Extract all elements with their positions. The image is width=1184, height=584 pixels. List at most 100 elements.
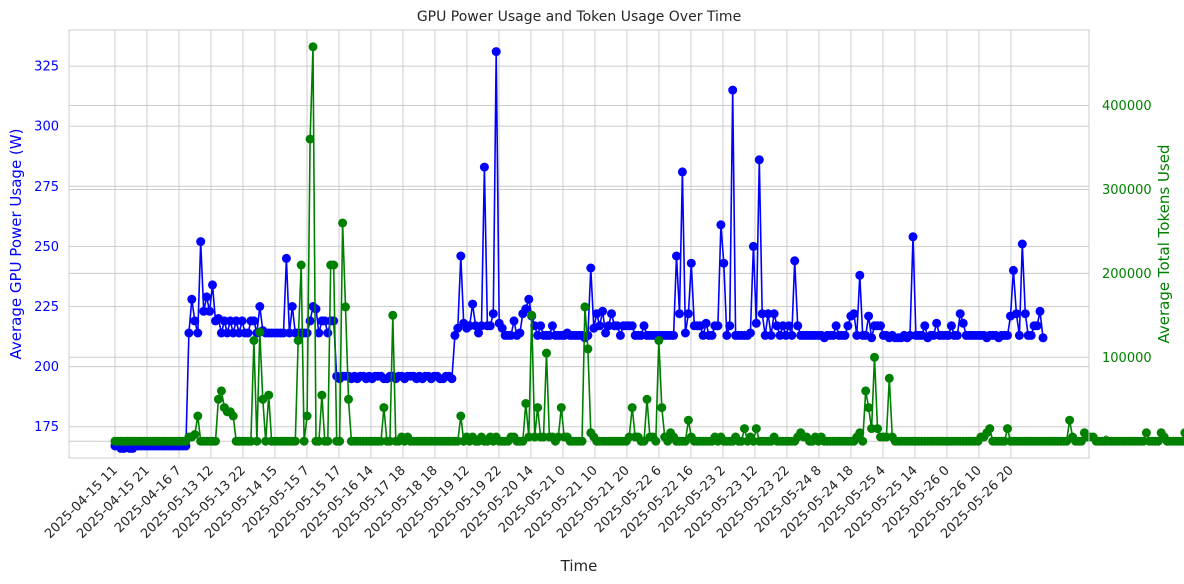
x-axis-label: Time (560, 557, 598, 575)
token-usage-point (341, 302, 350, 312)
token-usage-point (1180, 428, 1184, 438)
gpu-power-point (202, 292, 212, 302)
left-tick-label: 325 (34, 60, 59, 75)
gpu-power-point (864, 311, 874, 321)
gpu-power-point (598, 306, 608, 316)
token-usage-point (1003, 424, 1012, 434)
gpu-power-point (237, 316, 247, 326)
token-usage-point (683, 415, 693, 425)
token-usage-point (870, 352, 879, 362)
gpu-power-point (453, 323, 463, 333)
gpu-power-point (639, 321, 649, 331)
gpu-power-point (601, 328, 611, 338)
token-usage-point (533, 403, 543, 413)
gpu-power-point (607, 309, 616, 319)
gpu-power-point (1014, 330, 1024, 340)
token-usage-point (344, 394, 353, 404)
plot-frame (68, 29, 1090, 459)
token-usage-point (379, 403, 389, 413)
gpu-power-point (769, 309, 779, 319)
token-usage-point (296, 260, 306, 270)
gpu-power-point (491, 47, 501, 57)
gpu-power-point (716, 220, 726, 230)
gpu-power-point (1017, 239, 1027, 249)
token-usage-point (308, 42, 318, 52)
right-y-axis-label: Average Total Tokens Used (1155, 145, 1173, 344)
gpu-power-point (627, 321, 637, 331)
token-usage-point (323, 436, 333, 446)
token-usage-point (211, 436, 220, 446)
token-usage-point (388, 310, 398, 320)
token-usage-point (521, 399, 531, 408)
gpu-power-point (474, 328, 483, 338)
token-usage-point (290, 436, 300, 446)
gpu-power-point (1020, 309, 1030, 319)
token-usage-point (873, 424, 882, 434)
gpu-power-point (1008, 265, 1018, 275)
gpu-power-point (1032, 321, 1042, 331)
gpu-power-point (1038, 333, 1048, 343)
gpu-power-point (1011, 309, 1021, 319)
gpu-power-point (719, 258, 729, 268)
gpu-power-point (672, 251, 681, 261)
token-usage-point (858, 436, 868, 446)
left-tick-label: 300 (34, 120, 59, 135)
gpu-power-point (701, 318, 711, 328)
left-y-axis-label: Average GPU Power Usage (W) (7, 129, 25, 360)
token-usage-point (580, 302, 590, 312)
right-tick-label: 200000 (1102, 267, 1152, 282)
gpu-power-point (187, 294, 197, 304)
right-tick-label: 0 (1102, 435, 1110, 450)
token-usage-point (556, 403, 566, 413)
gpu-power-point (855, 270, 865, 280)
gpu-power-point (754, 155, 764, 165)
gpu-power-point (329, 316, 339, 326)
token-usage-point (654, 336, 664, 345)
token-usage-point (302, 411, 312, 421)
token-usage-point (329, 260, 339, 270)
token-usage-point (299, 436, 309, 446)
right-tick-label: 300000 (1102, 183, 1152, 198)
gpu-power-point (281, 253, 291, 263)
gpu-power-point (946, 321, 956, 331)
gpu-power-point (686, 258, 696, 268)
token-usage-point (577, 436, 587, 446)
gpu-power-point (302, 328, 312, 338)
token-usage-point (305, 134, 315, 144)
gpu-power-point (680, 328, 690, 338)
token-usage-point (1177, 436, 1184, 446)
gpu-power-point (876, 321, 885, 331)
gpu-power-point (509, 316, 519, 326)
gpu-power-point (583, 330, 593, 340)
plot-series (110, 42, 1184, 453)
token-usage-point (864, 403, 874, 413)
token-usage-point (642, 394, 652, 404)
gpu-power-point (515, 328, 525, 338)
gpu-power-point (787, 330, 797, 340)
gpu-power-point (677, 167, 687, 177)
token-usage-point (335, 436, 345, 446)
token-usage-point (583, 344, 593, 354)
gpu-power-point (479, 162, 489, 172)
token-usage-point (627, 403, 637, 413)
gpu-power-point (840, 330, 850, 340)
left-axis-ticks: 175 200 225 250 275 300 325 (34, 60, 59, 436)
token-usage-point (751, 424, 761, 434)
gpu-power-point (745, 328, 755, 338)
token-usage-point (249, 336, 259, 345)
gpu-power-point (447, 374, 457, 384)
gpu-power-point (547, 321, 557, 331)
gpu-power-point (952, 330, 962, 340)
gpu-power-point (849, 309, 859, 319)
gpu-power-point (521, 304, 531, 314)
gpu-power-point (468, 299, 478, 309)
gpu-power-point (908, 232, 918, 242)
gpu-power-point (683, 309, 693, 319)
right-axis-ticks: 0 100000 200000 300000 400000 (1102, 99, 1152, 450)
gpu-power-point (751, 318, 761, 328)
gpu-power-point (766, 330, 776, 340)
gpu-power-point (196, 237, 206, 247)
token-usage-point (527, 310, 537, 320)
gpu-power-point (790, 256, 800, 266)
token-usage-point (1141, 428, 1151, 438)
